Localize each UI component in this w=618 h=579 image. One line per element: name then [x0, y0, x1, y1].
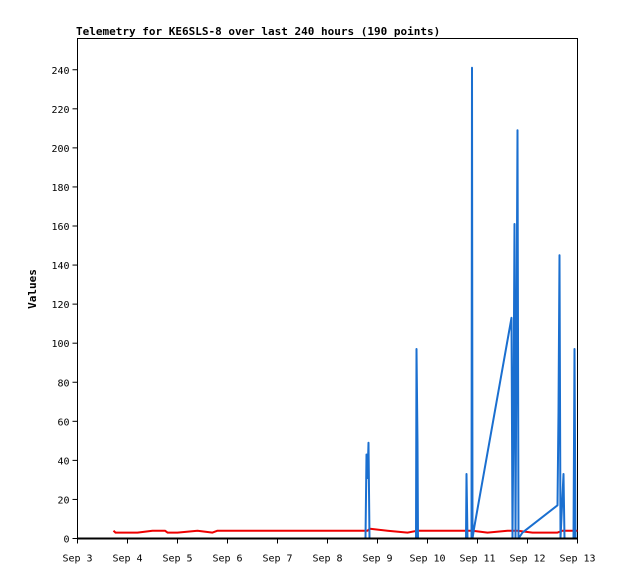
y-tick-label: 140: [51, 261, 69, 272]
x-tick-label: Sep 9: [362, 554, 392, 565]
y-tick-label: 120: [51, 300, 69, 311]
x-tick-label: Sep 4: [112, 554, 142, 565]
x-tick-label: Sep 11: [459, 554, 495, 565]
y-tick-label: 60: [57, 417, 69, 428]
chart-title: Telemetry for KE6SLS-8 over last 240 hou…: [76, 25, 440, 38]
x-tick-label: Sep 7: [262, 554, 292, 565]
series-line-blue: [364, 66, 577, 540]
y-tick-label: 100: [51, 339, 69, 350]
y-axis-label: Values: [26, 269, 39, 309]
y-tick-label: 0: [63, 535, 69, 546]
x-tick-label: Sep 10: [409, 554, 445, 565]
y-tick-label: 240: [51, 66, 69, 77]
y-tick-label: 20: [57, 495, 69, 506]
y-tick-label: 180: [51, 183, 69, 194]
x-tick-label: Sep 6: [212, 554, 242, 565]
x-tick-label: Sep 3: [62, 554, 92, 565]
y-tick-label: 40: [57, 456, 69, 467]
x-tick-label: Sep 5: [162, 554, 192, 565]
series-layer: [112, 66, 578, 540]
y-tick-label: 200: [51, 144, 69, 155]
x-tick-label: Sep 13: [559, 554, 595, 565]
y-tick-label: 160: [51, 222, 69, 233]
axis-layer: 0 20 40 60 80 100 120 140 160 180 200 220 240 Sep 3 Se…: [51, 66, 595, 565]
plot-area-frame: [77, 38, 578, 539]
y-tick-label: 80: [57, 378, 69, 389]
x-tick-label: Sep 8: [312, 554, 342, 565]
series-line-red: [112, 527, 578, 534]
x-tick-label: Sep 12: [509, 554, 545, 565]
y-tick-label: 220: [51, 105, 69, 116]
